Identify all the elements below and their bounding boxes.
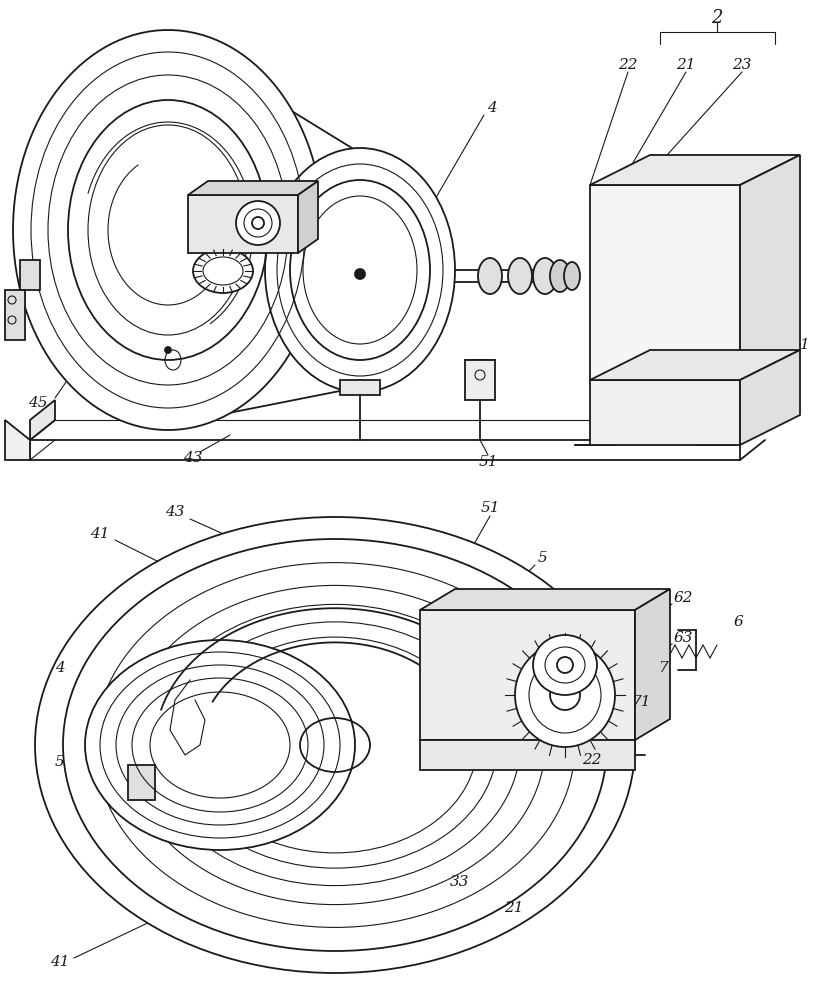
Polygon shape xyxy=(635,589,670,740)
Polygon shape xyxy=(5,290,25,340)
Text: 21: 21 xyxy=(504,901,524,915)
Text: 5: 5 xyxy=(55,755,65,769)
Text: 43: 43 xyxy=(184,451,203,465)
Text: 22: 22 xyxy=(582,753,602,767)
Polygon shape xyxy=(340,380,380,395)
Text: 33: 33 xyxy=(450,875,470,889)
Polygon shape xyxy=(465,360,495,400)
Polygon shape xyxy=(740,350,800,445)
Text: 62: 62 xyxy=(673,591,693,605)
Ellipse shape xyxy=(564,262,580,290)
Text: 22: 22 xyxy=(618,58,638,72)
Text: 63: 63 xyxy=(673,631,693,645)
Ellipse shape xyxy=(478,258,502,294)
Polygon shape xyxy=(420,589,670,610)
Text: 1: 1 xyxy=(800,338,810,352)
Ellipse shape xyxy=(508,258,532,294)
Text: 5: 5 xyxy=(538,551,548,565)
Text: 2: 2 xyxy=(711,9,722,27)
Ellipse shape xyxy=(165,347,171,353)
Polygon shape xyxy=(590,185,740,380)
Polygon shape xyxy=(420,740,635,770)
Polygon shape xyxy=(298,181,318,253)
Ellipse shape xyxy=(193,249,253,293)
Polygon shape xyxy=(740,155,800,380)
Text: 51: 51 xyxy=(480,501,499,515)
Polygon shape xyxy=(188,195,298,253)
Ellipse shape xyxy=(236,201,280,245)
Text: 7: 7 xyxy=(658,661,668,675)
Polygon shape xyxy=(30,400,55,440)
Ellipse shape xyxy=(515,643,615,747)
Text: 41: 41 xyxy=(91,527,110,541)
Text: 41: 41 xyxy=(50,955,70,969)
Ellipse shape xyxy=(35,517,635,973)
Polygon shape xyxy=(590,350,800,380)
Ellipse shape xyxy=(533,258,557,294)
Text: 4: 4 xyxy=(487,101,497,115)
Text: 43: 43 xyxy=(165,505,184,519)
Text: 23: 23 xyxy=(732,58,752,72)
Ellipse shape xyxy=(85,640,355,850)
Polygon shape xyxy=(128,765,155,800)
Text: 45: 45 xyxy=(28,396,48,410)
Ellipse shape xyxy=(355,269,365,279)
Polygon shape xyxy=(20,260,40,290)
Ellipse shape xyxy=(533,635,597,695)
Polygon shape xyxy=(420,610,635,740)
Polygon shape xyxy=(188,181,318,195)
Ellipse shape xyxy=(13,30,323,430)
Ellipse shape xyxy=(550,260,570,292)
Text: 6: 6 xyxy=(733,615,742,629)
Text: 51: 51 xyxy=(478,455,498,469)
Polygon shape xyxy=(590,380,740,445)
Text: 71: 71 xyxy=(631,695,651,709)
Ellipse shape xyxy=(265,148,455,392)
Polygon shape xyxy=(590,155,800,185)
Text: 21: 21 xyxy=(676,58,696,72)
Polygon shape xyxy=(5,420,30,460)
Text: 4: 4 xyxy=(55,661,65,675)
